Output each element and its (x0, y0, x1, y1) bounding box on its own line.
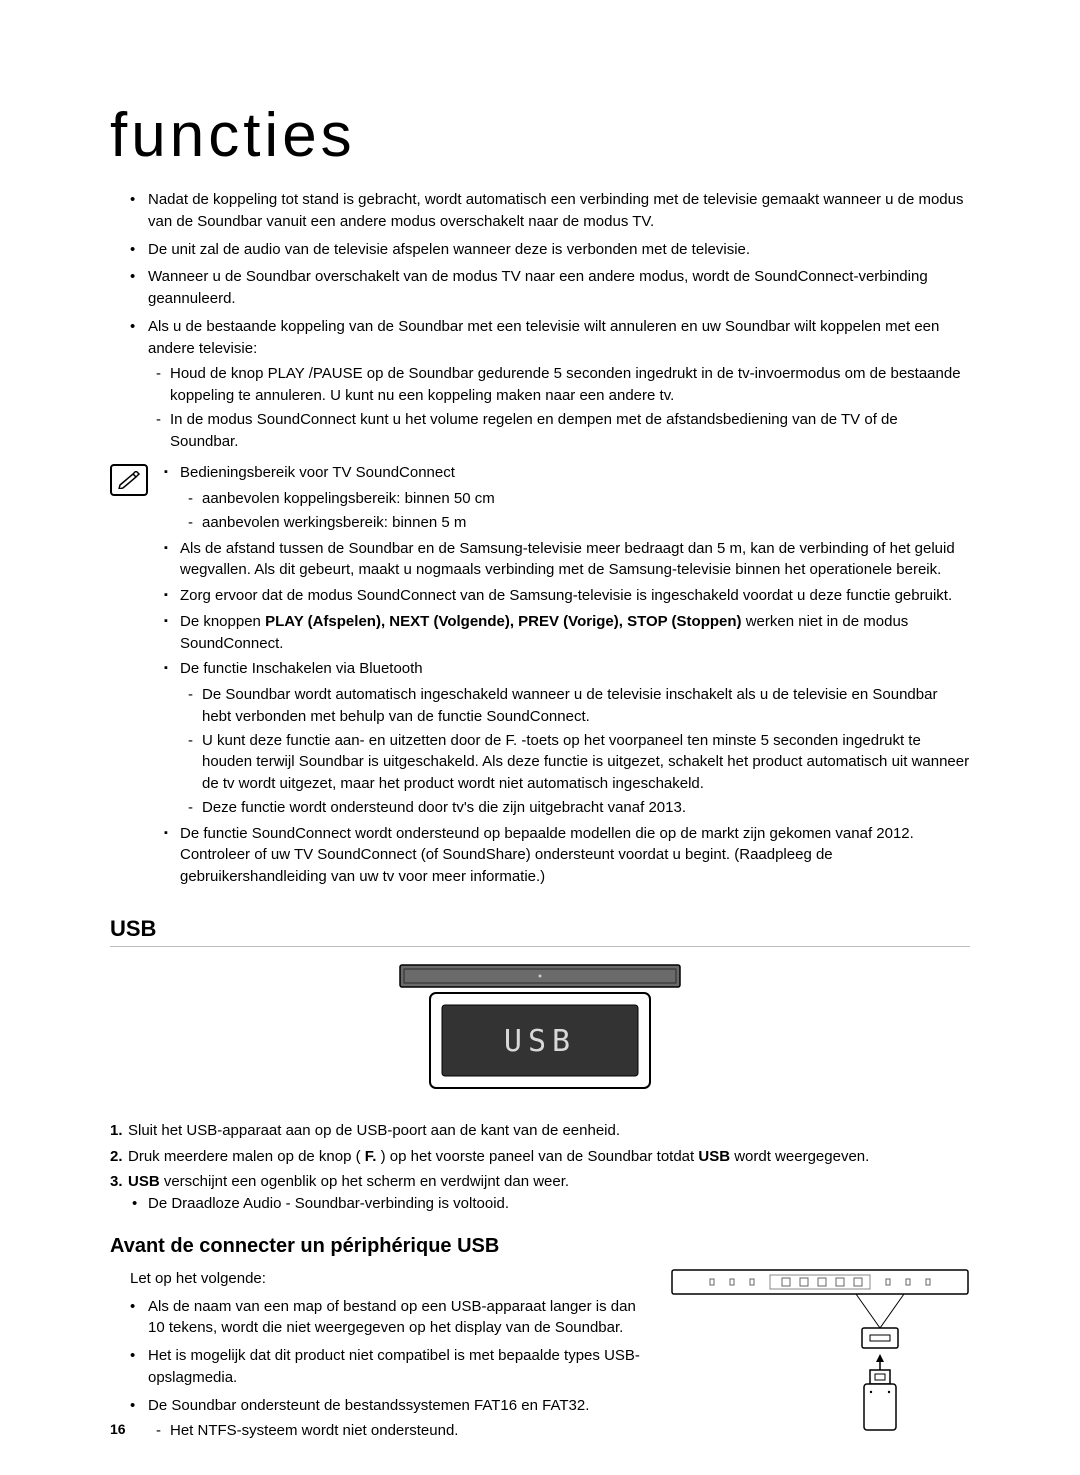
dash-item: De Soundbar wordt automatisch ingeschake… (202, 684, 970, 728)
bullet-text: Als u de bestaande koppeling van de Soun… (148, 318, 939, 357)
step-text: Sluit het USB-apparaat aan op de USB-poo… (128, 1122, 620, 1139)
dash-item: Deze functie wordt ondersteund door tv's… (202, 797, 970, 819)
step-text: ) op het voorste paneel van de Soundbar … (376, 1148, 698, 1165)
sub-bullet: De Draadloze Audio - Soundbar-verbinding… (148, 1193, 970, 1215)
step-item: 2.Druk meerdere malen op de knop ( F. ) … (128, 1146, 970, 1168)
dash-item: Het NTFS-systeem wordt niet ondersteund. (170, 1420, 640, 1442)
note-box: Bedieningsbereik voor TV SoundConnect aa… (110, 462, 970, 892)
step-usb: USB (128, 1173, 160, 1190)
bullet-item: Het is mogelijk dat dit product niet com… (148, 1345, 640, 1389)
intro-bullet-list: Nadat de koppeling tot stand is gebracht… (110, 189, 970, 452)
note-text: De functie Inschakelen via Bluetooth (180, 660, 423, 677)
note-text: Bedieningsbereik voor TV SoundConnect (180, 464, 455, 481)
step-text: verschijnt een ogenblik op het scherm en… (160, 1173, 569, 1190)
dash-item: U kunt deze functie aan- en uitzetten do… (202, 730, 970, 795)
sub-intro: Let op het volgende: (110, 1268, 640, 1290)
bullet-item: De unit zal de audio van de televisie af… (148, 239, 970, 261)
step-item: 3.USB verschijnt een ogenblik op het sch… (128, 1171, 970, 1215)
bullet-item: De Soundbar ondersteunt de bestandssyste… (148, 1395, 640, 1443)
dash-item: aanbevolen koppelingsbereik: binnen 50 c… (202, 488, 970, 510)
dash-item: In de modus SoundConnect kunt u het volu… (170, 409, 970, 453)
step-num: 3. (110, 1171, 123, 1193)
note-list: Bedieningsbereik voor TV SoundConnect aa… (164, 462, 970, 892)
pencil-note-icon (110, 464, 148, 496)
note-text-pre: De knoppen (180, 613, 265, 630)
note-item: Als de afstand tussen de Soundbar en de … (164, 538, 970, 582)
page-title: functies (110, 100, 970, 171)
step-item: 1.Sluit het USB-apparaat aan op de USB-p… (128, 1120, 970, 1142)
sub-bullet-list: Als de naam van een map of bestand op ee… (110, 1296, 640, 1443)
note-text-bold: PLAY (Afspelen), NEXT (Volgende), PREV (… (265, 613, 741, 630)
dash-item: aanbevolen werkingsbereik: binnen 5 m (202, 512, 970, 534)
bullet-item: Als u de bestaande koppeling van de Soun… (148, 316, 970, 453)
note-item: Zorg ervoor dat de modus SoundConnect va… (164, 585, 970, 607)
note-item: De functie SoundConnect wordt ondersteun… (164, 823, 970, 888)
bullet-item: Wanneer u de Soundbar overschakelt van d… (148, 266, 970, 310)
note-item: Bedieningsbereik voor TV SoundConnect aa… (164, 462, 970, 533)
usb-steps-list: 1. Sluit het USB-apparaat aan op de USB-p… (110, 1120, 970, 1215)
note-item: De knoppen PLAY (Afspelen), NEXT (Volgen… (164, 611, 970, 655)
usb-display-text: USB (504, 1024, 576, 1059)
page-number: 16 (110, 1421, 126, 1437)
step-text: Druk meerdere malen op de knop ( (128, 1148, 365, 1165)
usb-two-col: Let op het volgende: Als de naam van een… (110, 1268, 970, 1448)
step-usb: USB (698, 1148, 730, 1165)
bullet-item: Als de naam van een map of bestand op ee… (148, 1296, 640, 1340)
usb-sub-heading: Avant de connecter un périphérique USB (110, 1235, 970, 1258)
dash-list: Houd de knop PLAY /PAUSE op de Soundbar … (148, 363, 970, 452)
step-num: 2. (110, 1146, 123, 1168)
step-f: F. (365, 1148, 377, 1165)
note-item: De functie Inschakelen via Bluetooth De … (164, 658, 970, 818)
usb-display-figure: USB (390, 963, 690, 1098)
dash-item: Houd de knop PLAY /PAUSE op de Soundbar … (170, 363, 970, 407)
bullet-item: Nadat de koppeling tot stand is gebracht… (148, 189, 970, 233)
bullet-text: De Soundbar ondersteunt de bestandssyste… (148, 1397, 589, 1414)
usb-connector-figure (670, 1268, 970, 1448)
step-text: wordt weergegeven. (730, 1148, 869, 1165)
usb-section-heading: USB (110, 916, 970, 947)
step-num: 1. (110, 1120, 123, 1142)
